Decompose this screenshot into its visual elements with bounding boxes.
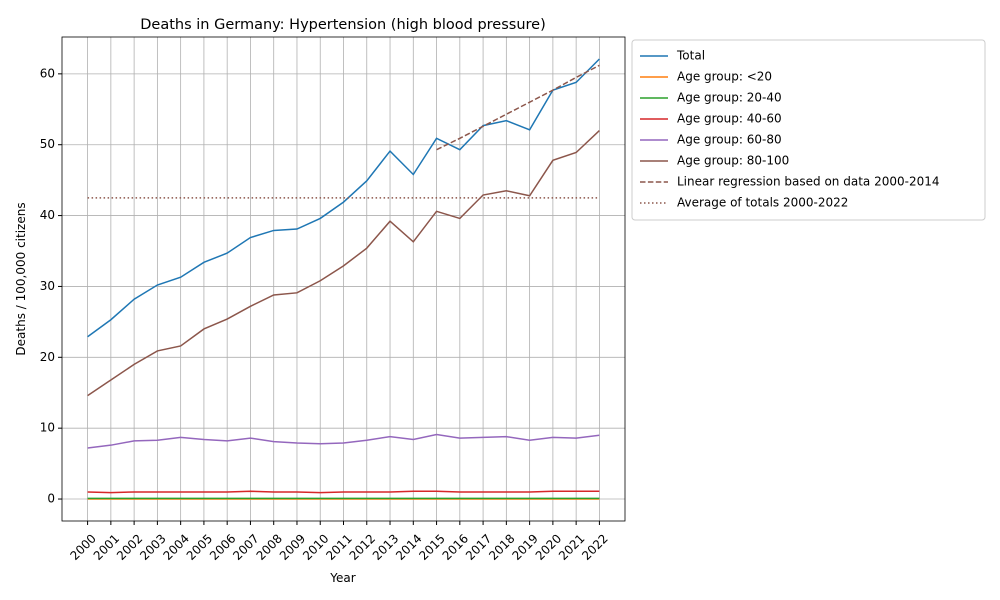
x-tick-label: 2021 (556, 531, 587, 562)
x-tick-label: 2009 (277, 531, 308, 562)
x-tick-label: 2020 (533, 531, 564, 562)
series-line (87, 433, 600, 449)
y-tick-label: 60 (40, 66, 55, 80)
y-tick-label: 10 (40, 421, 55, 435)
x-tick-label: 2016 (440, 531, 471, 562)
y-axis-label: Deaths / 100,000 citizens (14, 202, 28, 355)
plot-frame (61, 36, 626, 522)
x-tick-label: 2015 (416, 531, 447, 562)
chart-title: Deaths in Germany: Hypertension (high bl… (140, 17, 546, 33)
y-tick-label: 0 (47, 492, 55, 506)
x-tick-label: 2005 (184, 531, 215, 562)
x-tick-label: 2007 (230, 531, 261, 562)
legend-label: Total (676, 49, 705, 63)
series-line (87, 490, 600, 494)
x-tick-label: 2012 (347, 531, 378, 562)
x-tick-label: 2001 (91, 531, 122, 562)
x-tick-label: 2004 (160, 531, 191, 562)
x-tick-label: 2019 (509, 531, 540, 562)
legend-frame (631, 39, 986, 221)
legend-label: Linear regression based on data 2000-201… (677, 175, 939, 189)
x-tick-label: 2018 (486, 531, 517, 562)
x-tick-label: 2008 (254, 531, 285, 562)
legend-label: Age group: 20-40 (677, 91, 782, 105)
x-tick-label: 2006 (207, 531, 238, 562)
series-line (436, 64, 600, 151)
legend-label: Age group: 40-60 (677, 112, 782, 126)
y-tick-label: 30 (40, 279, 55, 293)
x-tick-label: 2003 (137, 531, 168, 562)
x-tick-label: 2017 (463, 531, 494, 562)
x-tick-label: 2002 (114, 531, 145, 562)
x-tick-label: 2014 (393, 531, 424, 562)
legend-label: Age group: <20 (677, 70, 772, 84)
y-tick-label: 20 (40, 350, 55, 364)
x-tick-label: 2011 (323, 531, 354, 562)
x-tick-label: 2010 (300, 531, 331, 562)
legend-label: Age group: 60-80 (677, 133, 782, 147)
legend-label: Average of totals 2000-2022 (677, 196, 848, 210)
y-tick-label: 40 (40, 208, 55, 222)
y-tick-label: 50 (40, 137, 55, 151)
series-line (87, 129, 600, 397)
x-tick-label: 2013 (370, 531, 401, 562)
x-tick-label: 2000 (67, 531, 98, 562)
series-line (87, 58, 600, 338)
legend-label: Age group: 80-100 (677, 154, 789, 168)
x-tick-label: 2022 (579, 531, 610, 562)
x-axis-label: Year (329, 571, 355, 585)
